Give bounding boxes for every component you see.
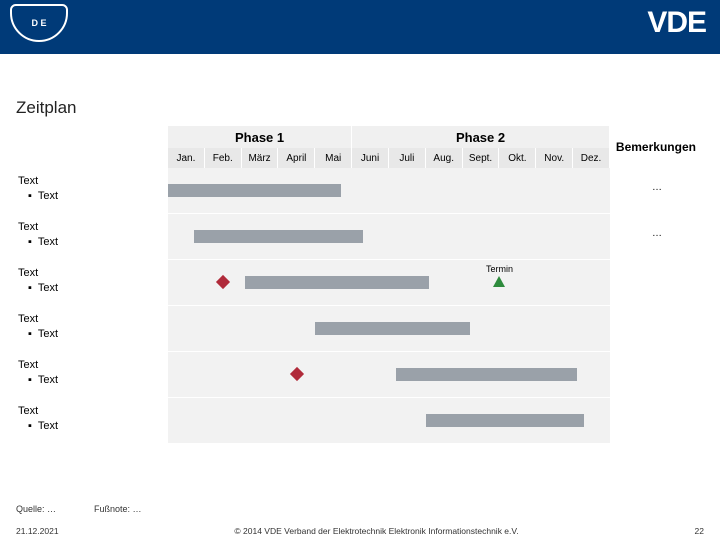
gantt-body: Text▪ Text…Text▪ Text…Text▪ TextTerminTe… — [16, 168, 704, 444]
gantt-row: Text▪ Text … — [16, 214, 704, 260]
gantt-bar — [315, 322, 470, 335]
footer-date: 21.12.2021 — [16, 526, 59, 536]
milestone-diamond-icon — [216, 275, 230, 289]
gantt-row: Text▪ Text … — [16, 168, 704, 214]
gantt-chart: Phase 1Phase 2Bemerkungen Jan.Feb.MärzAp… — [16, 126, 704, 444]
footer-page-number: 22 — [695, 526, 704, 536]
gantt-row: Text▪ Text Termin — [16, 260, 704, 306]
row-label: Text▪ Text — [16, 168, 168, 213]
row-remark: … — [610, 168, 702, 213]
content-area: Zeitplan Phase 1Phase 2Bemerkungen Jan.F… — [16, 98, 704, 444]
gantt-bar — [194, 230, 363, 243]
milestone-label: Termin — [486, 264, 513, 274]
month-header-cell: Okt. — [499, 148, 536, 168]
row-remark — [610, 398, 702, 443]
gantt-row: Text▪ Text — [16, 352, 704, 398]
phase-header: Phase 1 — [168, 126, 352, 148]
month-header-cell: Dez. — [573, 148, 610, 168]
gantt-bar — [245, 276, 429, 289]
row-label: Text▪ Text — [16, 398, 168, 443]
month-header-cell: Juli — [389, 148, 426, 168]
month-header-cell: Aug. — [426, 148, 463, 168]
row-remark: … — [610, 214, 702, 259]
header-bar: D E VDE — [0, 0, 720, 54]
phase-header-spacer — [16, 126, 168, 148]
row-remark — [610, 306, 702, 351]
row-chart-area — [168, 398, 610, 443]
phase-header-row: Phase 1Phase 2Bemerkungen — [16, 126, 704, 148]
row-chart-area — [168, 306, 610, 351]
months-header-row: Jan.Feb.MärzAprilMaiJuniJuliAug.Sept.Okt… — [16, 148, 704, 168]
source-label: Quelle: … — [16, 504, 56, 514]
gantt-bar — [396, 368, 576, 381]
month-header-cell: April — [278, 148, 315, 168]
milestone-triangle-icon — [493, 276, 505, 287]
gantt-bar — [168, 184, 341, 197]
month-header-cell: Jan. — [168, 148, 205, 168]
month-header-cell: Feb. — [205, 148, 242, 168]
row-label: Text▪ Text — [16, 260, 168, 305]
row-remark — [610, 352, 702, 397]
month-header-cell: Nov. — [536, 148, 573, 168]
row-chart-area — [168, 352, 610, 397]
page-title: Zeitplan — [16, 98, 704, 118]
gantt-row: Text▪ Text — [16, 398, 704, 444]
vde-wordmark: VDE — [647, 6, 706, 40]
month-header-cell: Juni — [352, 148, 389, 168]
footer-bar: 21.12.2021 © 2014 VDE Verband der Elektr… — [16, 526, 704, 536]
row-label: Text▪ Text — [16, 352, 168, 397]
gantt-bar — [426, 414, 584, 427]
gantt-row: Text▪ Text — [16, 306, 704, 352]
footnote-label: Fußnote: … — [94, 504, 142, 514]
footer-copyright: © 2014 VDE Verband der Elektrotechnik El… — [59, 526, 695, 536]
remarks-header-spacer — [610, 148, 702, 168]
month-header-cell: Sept. — [463, 148, 500, 168]
milestone-diamond-icon — [290, 367, 304, 381]
vde-house-logo: D E — [10, 4, 68, 42]
months-header-spacer — [16, 148, 168, 168]
row-remark — [610, 260, 702, 305]
row-chart-area — [168, 168, 610, 213]
row-chart-area: Termin — [168, 260, 610, 305]
phase-header: Phase 2 — [352, 126, 610, 148]
row-chart-area — [168, 214, 610, 259]
month-header-cell: Mai — [315, 148, 352, 168]
month-header-cell: März — [242, 148, 279, 168]
row-label: Text▪ Text — [16, 214, 168, 259]
row-label: Text▪ Text — [16, 306, 168, 351]
footnotes: Quelle: … Fußnote: … — [16, 504, 704, 514]
